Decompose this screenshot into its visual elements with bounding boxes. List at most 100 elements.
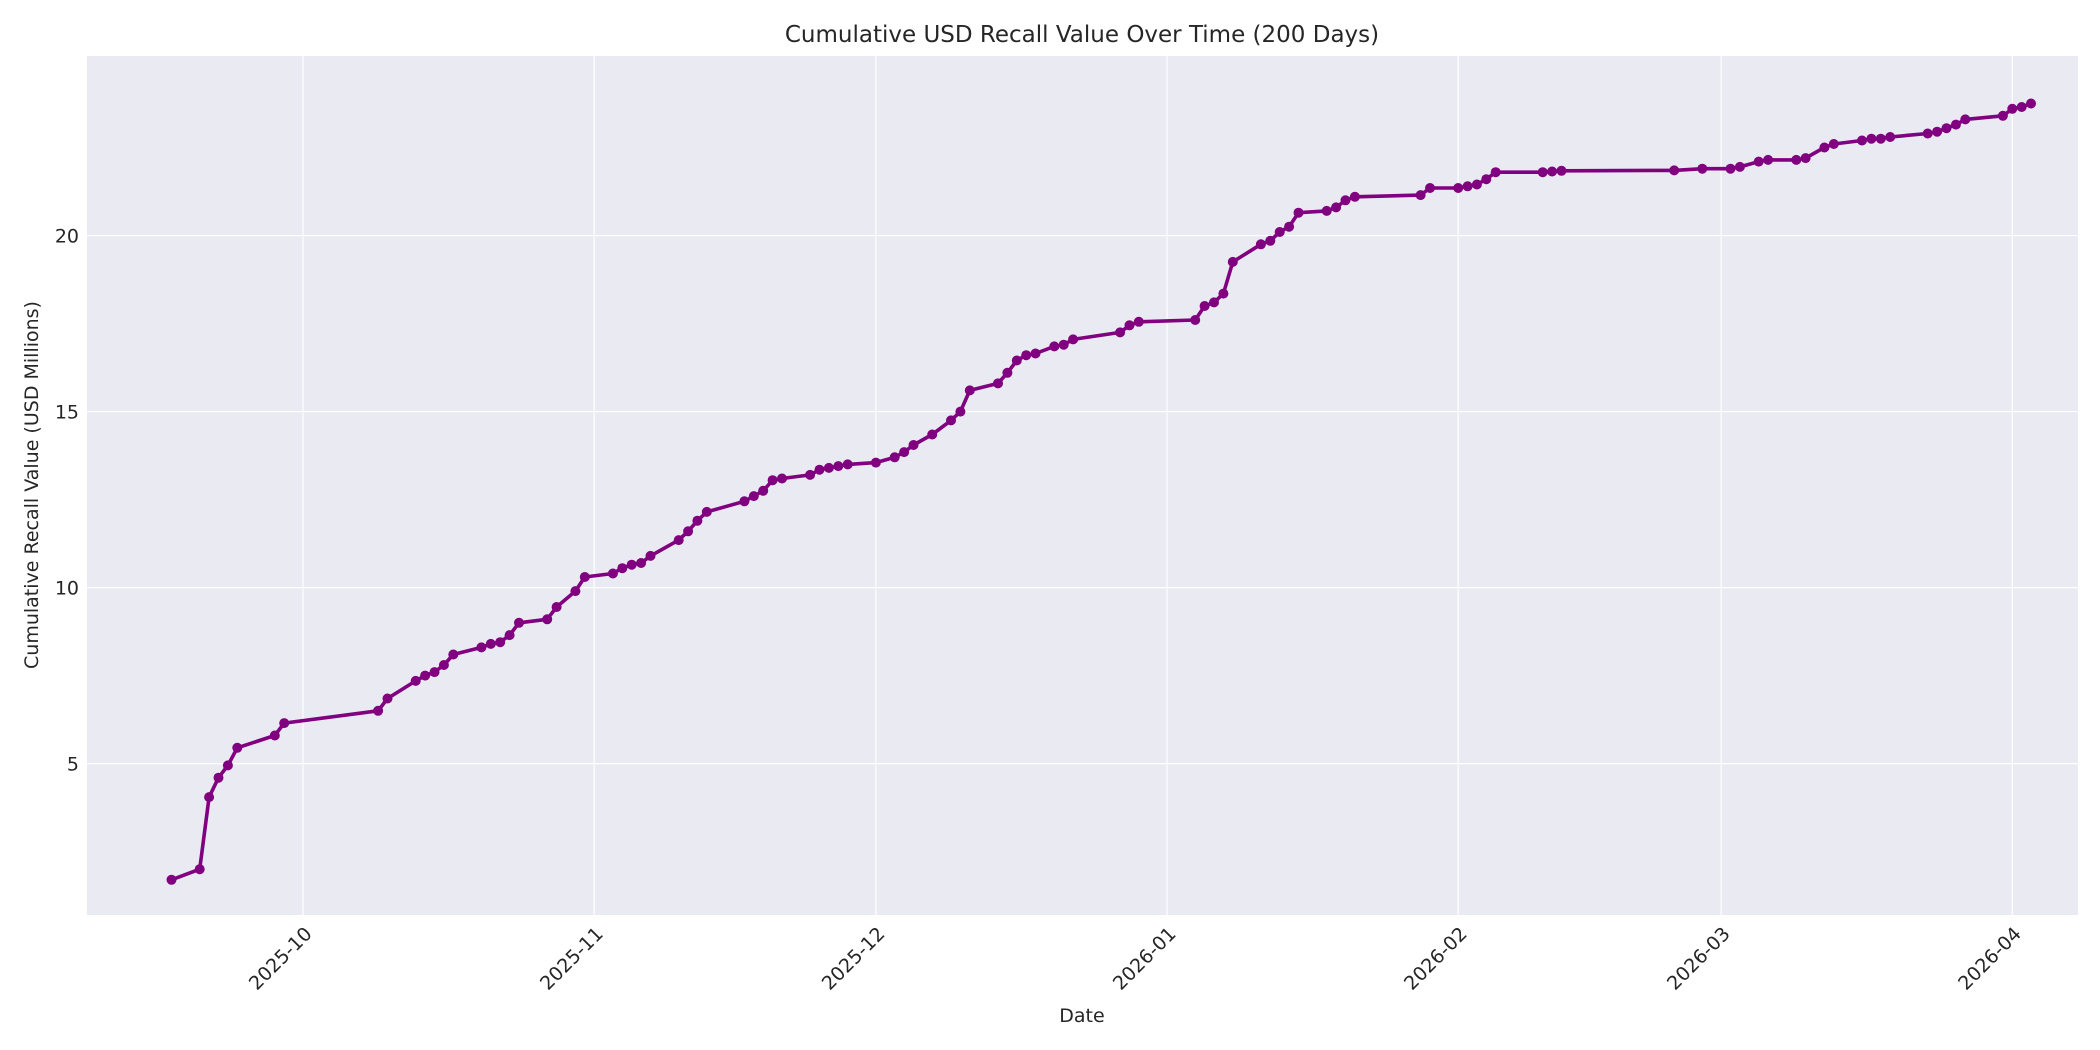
data-point	[1058, 339, 1069, 350]
data-point	[1734, 161, 1745, 172]
data-point	[410, 675, 421, 686]
data-point	[495, 637, 506, 648]
data-point	[2007, 103, 2018, 114]
data-point	[1209, 297, 1219, 308]
data-point	[232, 742, 243, 753]
data-point	[213, 772, 224, 783]
data-point	[1697, 163, 1708, 174]
data-point	[1941, 123, 1952, 134]
data-point	[899, 447, 910, 458]
data-point	[1321, 205, 1332, 216]
data-point	[1547, 166, 1558, 177]
data-point	[1922, 128, 1933, 139]
data-point	[1866, 133, 1877, 144]
data-point	[570, 586, 581, 597]
y-tick-label: 5	[67, 754, 79, 776]
data-point	[269, 730, 280, 741]
data-point	[1791, 154, 1802, 165]
data-point	[1960, 114, 1971, 125]
data-point	[1068, 334, 1079, 345]
data-point	[1218, 288, 1229, 299]
data-point	[823, 462, 834, 473]
data-point	[504, 630, 515, 641]
data-point	[1537, 167, 1548, 178]
data-point	[1556, 165, 1567, 176]
data-point	[701, 506, 712, 517]
data-point	[805, 469, 816, 480]
plot-area	[87, 56, 2078, 915]
data-point	[194, 864, 205, 875]
data-point	[166, 874, 177, 885]
data-point	[636, 558, 647, 568]
data-point	[579, 572, 590, 582]
data-point	[1265, 235, 1276, 246]
data-point	[1284, 221, 1295, 232]
data-point	[1471, 179, 1482, 190]
data-point	[870, 457, 881, 468]
data-point	[1340, 195, 1351, 206]
data-point	[889, 452, 900, 463]
data-point	[739, 496, 750, 507]
data-point	[1462, 181, 1473, 192]
data-point	[946, 415, 956, 426]
x-tick-label: 2025-10	[245, 923, 317, 995]
data-point	[964, 385, 975, 396]
data-point	[626, 559, 637, 570]
data-point	[673, 535, 684, 546]
x-tick-labels: 2025-10 2025-11 2025-12 2026-01 2026-02 2026-…	[245, 923, 2026, 995]
x-axis-label: Date	[1059, 1005, 1104, 1027]
data-point	[777, 473, 787, 484]
data-point	[204, 792, 215, 803]
data-point	[1331, 202, 1342, 213]
y-tick-labels: 5 10 15 20	[55, 226, 79, 776]
data-point	[438, 660, 449, 670]
data-point	[927, 429, 938, 440]
data-point	[692, 515, 703, 526]
data-point	[1885, 132, 1896, 142]
data-point	[222, 760, 233, 771]
data-point	[767, 475, 778, 486]
data-point	[1002, 367, 1013, 378]
data-point	[551, 602, 562, 612]
data-point	[2016, 102, 2027, 112]
data-point	[1011, 355, 1022, 366]
data-point	[279, 718, 290, 729]
data-point	[542, 614, 553, 625]
data-point	[1669, 165, 1680, 176]
data-point	[833, 461, 844, 472]
data-point	[955, 406, 966, 417]
data-point	[1481, 174, 1492, 185]
data-point	[1415, 190, 1426, 201]
data-point	[382, 693, 393, 704]
grid-lines	[87, 56, 2078, 915]
data-point	[373, 705, 384, 716]
data-point	[1274, 227, 1285, 237]
data-point	[842, 459, 853, 470]
x-tick-label: 2026-04	[1954, 923, 2026, 995]
data-point	[1875, 133, 1886, 144]
data-point	[1453, 183, 1464, 193]
x-tick-label: 2026-01	[1109, 923, 1181, 995]
x-tick-label: 2026-02	[1400, 923, 1472, 995]
data-point	[1425, 183, 1435, 193]
x-tick-label: 2025-12	[818, 923, 890, 995]
data-point	[2026, 98, 2036, 109]
data-point	[1190, 315, 1201, 325]
data-point	[1021, 350, 1032, 361]
data-point	[1753, 156, 1764, 167]
data-point	[1828, 139, 1839, 149]
data-point	[1763, 154, 1774, 165]
data-point	[1133, 316, 1144, 327]
data-point	[420, 670, 431, 681]
data-point	[1950, 119, 1961, 130]
data-point	[748, 491, 759, 502]
series-purple	[166, 98, 2036, 885]
data-point	[1030, 348, 1041, 359]
y-tick-label: 10	[55, 578, 79, 600]
data-point	[485, 638, 496, 649]
data-point	[1932, 126, 1943, 137]
data-point	[448, 649, 459, 660]
data-point	[1199, 301, 1210, 311]
data-point	[617, 563, 628, 574]
data-point	[476, 642, 487, 653]
